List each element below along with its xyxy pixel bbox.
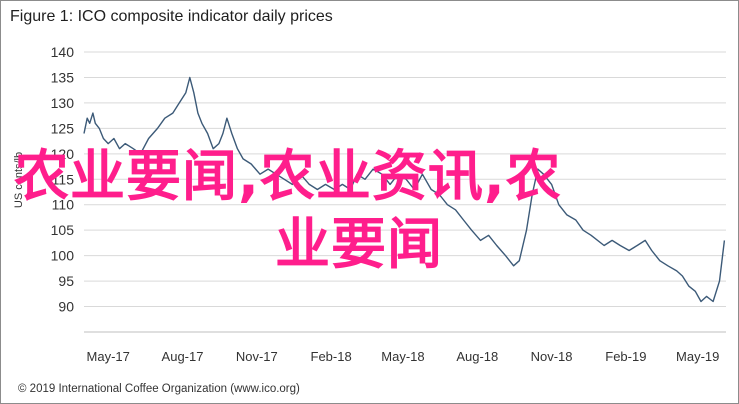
gridlines xyxy=(84,51,726,333)
y-axis-label: US cents/lb xyxy=(13,152,25,208)
x-tick-label: Feb-18 xyxy=(311,349,352,364)
series-line xyxy=(83,76,726,303)
y-tick-label: 120 xyxy=(51,146,75,162)
y-tick-label: 140 xyxy=(51,44,75,60)
y-tick-label: 105 xyxy=(51,222,75,238)
y-tick-label: 100 xyxy=(51,248,75,264)
x-tick-label: Nov-18 xyxy=(531,349,573,364)
y-tick-label: 115 xyxy=(52,171,75,187)
y-tick-label: 135 xyxy=(51,69,75,85)
x-tick-label: Nov-17 xyxy=(236,349,278,364)
y-tick-label: 110 xyxy=(52,197,75,213)
y-tick-label: 130 xyxy=(51,95,75,111)
x-tick-label: Aug-17 xyxy=(162,349,204,364)
watermark-line-1: 农业要闻,农业资讯,农 xyxy=(14,144,562,208)
figure-title: Figure 1: ICO composite indicator daily … xyxy=(10,8,333,25)
y-tick-label: 95 xyxy=(58,273,74,289)
series-group xyxy=(83,76,726,303)
copyright-footer: © 2019 International Coffee Organization… xyxy=(18,383,300,395)
x-tick-label: May-19 xyxy=(676,349,719,364)
x-tick-label: Feb-19 xyxy=(605,349,646,364)
x-tick-label: May-18 xyxy=(381,349,424,364)
y-tick-label: 125 xyxy=(51,120,75,136)
y-tick-labels: 90 95 100 105 110 115 120 125 130 135 140 xyxy=(51,44,75,315)
watermark-line-2: 业要闻 xyxy=(275,212,444,276)
x-tick-labels: May-17 Aug-17 Nov-17 Feb-18 May-18 Aug-18 Nov-… xyxy=(87,349,720,364)
y-tick-label: 90 xyxy=(58,299,74,315)
x-tick-label: May-17 xyxy=(87,349,130,364)
x-tick-label: Aug-18 xyxy=(456,349,498,364)
